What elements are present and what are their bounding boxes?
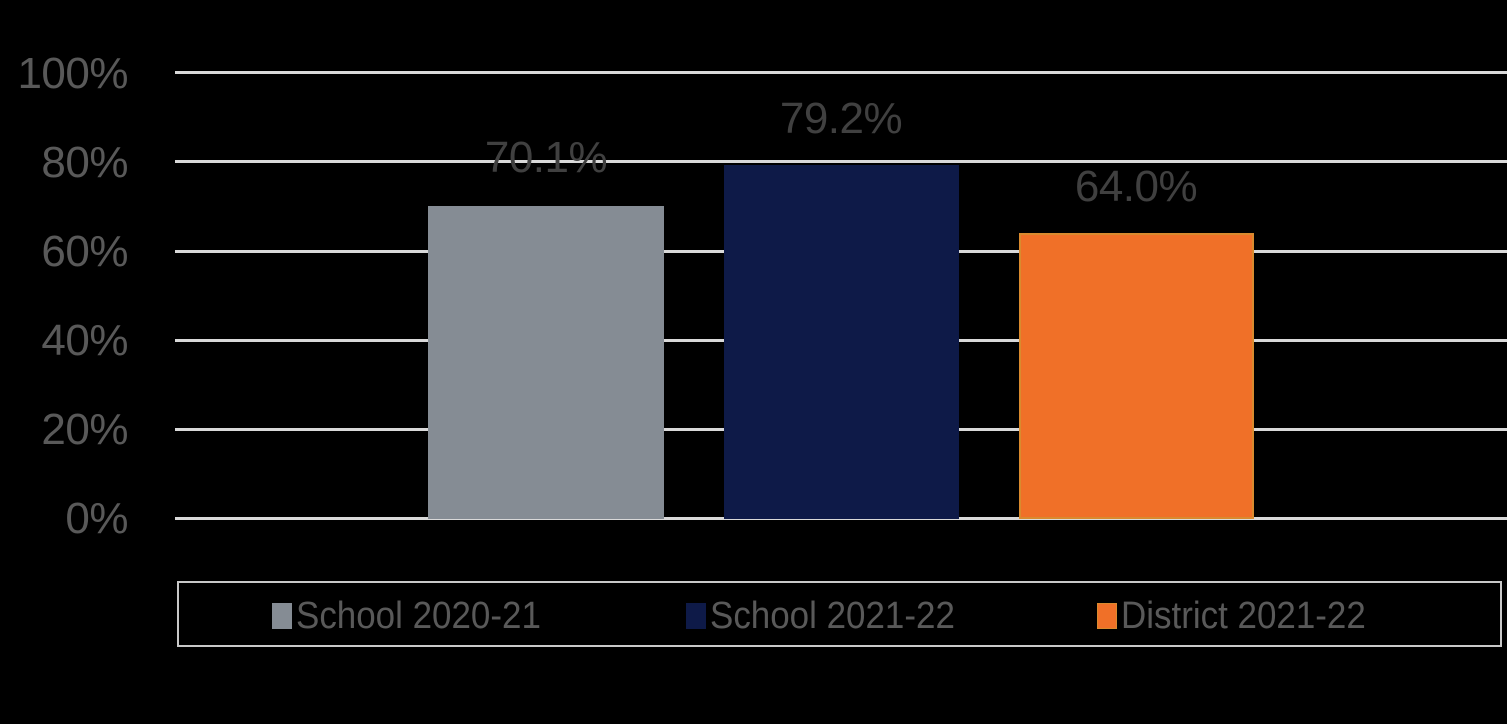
y-tick-label: 80%: [41, 138, 128, 187]
legend-swatch-square-icon: [1097, 603, 1117, 629]
gridline-100: [175, 71, 1507, 74]
bar-school-2021-22: [724, 165, 959, 519]
bar-school-2020-21: [428, 206, 664, 519]
y-tick-label: 20%: [41, 405, 128, 454]
legend-label: District 2021-22: [1121, 595, 1366, 637]
legend-item-district-2021-22: District 2021-22: [1097, 583, 1387, 649]
legend-item-school-2021-22: School 2021-22: [686, 583, 976, 649]
data-label: 79.2%: [779, 94, 903, 143]
gridline-80: [175, 160, 1507, 163]
y-tick-label: 0%: [65, 494, 128, 543]
legend-label: School 2021-22: [710, 595, 955, 637]
chart-legend: School 2020-21 School 2021-22 District 2…: [177, 581, 1502, 647]
bar-district-2021-22: [1019, 233, 1254, 519]
legend-item-school-2020-21: School 2020-21: [272, 583, 562, 649]
data-label: 70.1%: [484, 133, 608, 182]
y-tick-label: 100%: [17, 49, 128, 98]
legend-swatch-square-icon: [272, 603, 292, 629]
legend-label: School 2020-21: [296, 595, 541, 637]
data-label: 64.0%: [1074, 162, 1198, 211]
y-tick-label: 40%: [41, 316, 128, 365]
y-tick-label: 60%: [41, 227, 128, 276]
legend-swatch-square-icon: [686, 603, 706, 629]
